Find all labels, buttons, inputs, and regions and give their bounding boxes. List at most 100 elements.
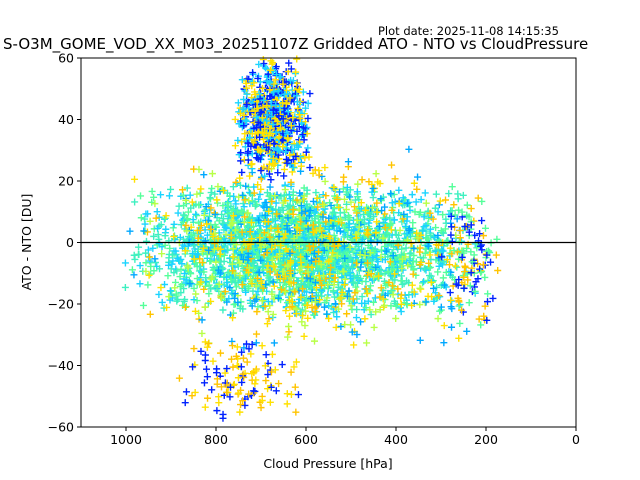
data-point [259, 202, 267, 210]
data-point [416, 336, 424, 344]
data-point [229, 267, 237, 275]
data-point [265, 207, 273, 215]
data-point [121, 283, 129, 291]
data-point [414, 234, 422, 242]
data-point [275, 233, 283, 241]
data-point [150, 267, 158, 275]
data-point [268, 206, 276, 214]
data-point [244, 245, 252, 253]
data-point [217, 383, 225, 391]
data-point [300, 332, 308, 340]
data-point [240, 344, 248, 352]
data-point [213, 407, 221, 415]
data-point [335, 295, 343, 303]
data-point [286, 227, 294, 235]
data-point [213, 196, 221, 204]
data-point [421, 189, 429, 197]
data-point [251, 380, 259, 388]
data-point [377, 195, 385, 203]
data-point [298, 318, 306, 326]
data-point [419, 279, 427, 287]
data-point [144, 281, 152, 289]
data-point [238, 191, 246, 199]
data-point [417, 285, 425, 293]
data-point [251, 136, 259, 144]
data-point [165, 192, 173, 200]
data-point [198, 329, 206, 337]
data-point [330, 281, 338, 289]
data-point [436, 197, 444, 205]
data-point [150, 232, 158, 240]
data-point [234, 99, 242, 107]
data-point [267, 224, 275, 232]
data-point [468, 258, 476, 266]
data-point [169, 224, 177, 232]
data-point [241, 130, 249, 138]
data-point [220, 215, 228, 223]
data-point [228, 342, 236, 350]
data-point [456, 234, 464, 242]
data-point [178, 260, 186, 268]
data-point [279, 80, 287, 88]
data-point [270, 263, 278, 271]
data-point [364, 271, 372, 279]
data-point [377, 284, 385, 292]
data-point [475, 315, 483, 323]
data-point [264, 229, 272, 237]
data-point [287, 76, 295, 84]
data-point [455, 276, 463, 284]
data-point [292, 408, 300, 416]
data-point [461, 262, 469, 270]
data-point [209, 357, 217, 365]
data-point [165, 293, 173, 301]
data-point [438, 246, 446, 254]
data-point [262, 377, 270, 385]
data-point [241, 401, 249, 409]
data-point [200, 285, 208, 293]
data-point [433, 283, 441, 291]
data-point [475, 237, 483, 245]
data-point [165, 261, 173, 269]
data-point [464, 276, 472, 284]
data-point [399, 194, 407, 202]
data-point [158, 250, 166, 258]
data-point [333, 252, 341, 260]
data-point [221, 223, 229, 231]
data-point [271, 76, 279, 84]
y-axis: 60 40 20 0 −20 −40 −60 [48, 51, 81, 435]
data-point [172, 247, 180, 255]
data-point [277, 286, 285, 294]
data-point [440, 339, 448, 347]
data-point [178, 280, 186, 288]
data-point [255, 90, 263, 98]
data-point [335, 203, 343, 211]
data-point [248, 280, 256, 288]
data-point [409, 270, 417, 278]
data-point [373, 218, 381, 226]
data-point [253, 105, 261, 113]
data-point [285, 328, 293, 336]
data-point [156, 265, 164, 273]
y-tick-label: 20 [58, 174, 74, 189]
data-point [338, 300, 346, 308]
data-point [189, 363, 197, 371]
data-point [294, 104, 302, 112]
data-point [369, 298, 377, 306]
data-point [223, 381, 231, 389]
data-point [266, 79, 274, 87]
data-point [184, 215, 192, 223]
data-point [263, 189, 271, 197]
data-point [358, 277, 366, 285]
data-point [206, 194, 214, 202]
data-point [274, 169, 282, 177]
data-point [140, 227, 148, 235]
data-point [240, 122, 248, 130]
data-point [176, 233, 184, 241]
data-point [160, 215, 168, 223]
data-point [148, 187, 156, 195]
data-point [426, 263, 434, 271]
data-point [181, 399, 189, 407]
data-point [245, 390, 253, 398]
data-point [312, 227, 320, 235]
data-point [203, 373, 211, 381]
